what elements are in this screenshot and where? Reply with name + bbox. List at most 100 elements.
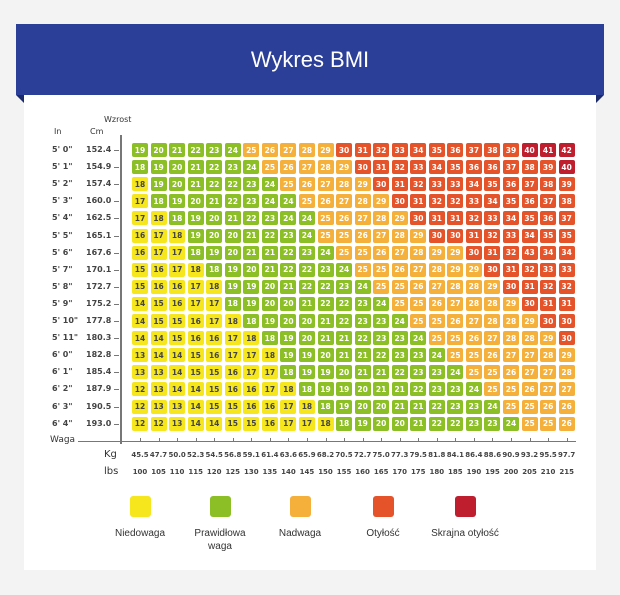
bmi-cell-overweight: 28 — [540, 348, 557, 363]
bmi-cell-obese: 38 — [521, 160, 538, 175]
bmi-cell-normal: 19 — [206, 245, 223, 260]
row-cm-label: 167.6 — [86, 247, 112, 257]
bmi-cell-normal: 22 — [410, 382, 427, 397]
row-cm-label: 170.1 — [86, 264, 112, 274]
bmi-cell-obese: 32 — [558, 279, 575, 294]
bmi-cell-normal: 23 — [354, 296, 371, 311]
bmi-cell-overweight: 25 — [391, 296, 408, 311]
bmi-cell-normal: 19 — [280, 348, 297, 363]
bmi-cell-normal: 22 — [447, 416, 464, 431]
bmi-cell-obese: 36 — [503, 177, 519, 192]
lbs-tick-label: 190 — [466, 468, 482, 476]
bmi-cell-overweight: 28 — [447, 279, 464, 294]
bmi-cell-overweight: 29 — [336, 160, 353, 175]
kg-tick-label: 97.7 — [558, 451, 576, 459]
bmi-cell-overweight: 25 — [503, 399, 519, 414]
bmi-cell-underweight: 17 — [261, 365, 278, 380]
bmi-cell-normal: 23 — [447, 399, 464, 414]
bmi-cell-obese: 32 — [428, 194, 445, 209]
height-tick — [114, 338, 119, 340]
bmi-cell-normal: 20 — [261, 296, 278, 311]
bmi-cell-normal: 24 — [298, 211, 315, 226]
bmi-cell-overweight: 28 — [354, 194, 371, 209]
chart-title: Wykres BMI — [250, 46, 370, 72]
bmi-cell-normal: 20 — [187, 194, 204, 209]
bmi-cell-obese: 33 — [540, 262, 557, 277]
bmi-cell-overweight: 27 — [317, 177, 334, 192]
bmi-cell-normal: 19 — [317, 382, 334, 397]
bmi-cell-normal: 24 — [354, 279, 371, 294]
bmi-cell-underweight: 14 — [150, 331, 167, 346]
bmi-cell-normal: 22 — [280, 262, 297, 277]
bmi-cell-underweight: 18 — [224, 314, 241, 328]
row-cm-label: 154.9 — [86, 162, 112, 172]
bmi-cell-overweight: 27 — [540, 365, 557, 380]
bmi-cell-overweight: 25 — [261, 160, 278, 175]
bmi-cell-underweight: 15 — [224, 399, 241, 414]
bmi-cell-normal: 24 — [447, 365, 464, 380]
bmi-cell-normal: 20 — [298, 314, 315, 328]
bmi-cell-obese: 43 — [521, 245, 538, 260]
weight-tick — [325, 438, 327, 442]
bmi-cell-normal: 21 — [317, 314, 334, 328]
bmi-cell-normal: 23 — [428, 382, 445, 397]
bmi-cell-normal: 19 — [298, 365, 315, 380]
weight-tick — [140, 438, 141, 442]
bmi-cell-obese: 35 — [558, 228, 575, 243]
bmi-cell-underweight: 18 — [169, 228, 186, 243]
bmi-cell-normal: 19 — [224, 262, 241, 277]
bmi-cell-normal: 22 — [336, 314, 353, 328]
bmi-cell-normal: 19 — [336, 382, 353, 397]
bmi-cell-normal: 23 — [206, 143, 223, 157]
kg-tick-label: 59.1 — [242, 451, 260, 459]
bmi-cell-overweight: 25 — [354, 245, 371, 260]
legend-label-underweight: Niedowaga — [114, 528, 166, 539]
bmi-cell-obese: 37 — [521, 177, 538, 192]
bmi-cell-normal: 23 — [261, 211, 278, 226]
bmi-cell-normal: 21 — [336, 331, 353, 346]
bmi-cell-normal: 24 — [224, 143, 241, 157]
height-tick — [114, 303, 119, 305]
bmi-cell-obese: 31 — [558, 296, 575, 311]
bmi-cell-underweight: 14 — [187, 416, 204, 431]
lbs-tick-label: 135 — [262, 468, 278, 476]
bmi-cell-extreme: 41 — [540, 143, 557, 157]
bmi-cell-obese: 32 — [373, 143, 390, 157]
height-axis-label: Wzrost — [104, 115, 132, 124]
bmi-cell-obese: 38 — [558, 194, 575, 209]
bmi-cell-normal: 21 — [187, 160, 204, 175]
bmi-cell-underweight: 13 — [150, 399, 167, 414]
bmi-cell-underweight: 16 — [243, 399, 260, 414]
bmi-cell-overweight: 26 — [558, 399, 575, 414]
bmi-cell-underweight: 16 — [187, 331, 204, 346]
bmi-cell-overweight: 25 — [410, 296, 427, 311]
bmi-cell-normal: 21 — [391, 399, 408, 414]
lbs-tick-label: 180 — [429, 468, 445, 476]
banner-fold-right — [596, 95, 604, 103]
kg-tick-label: 95.5 — [539, 451, 557, 459]
bmi-cell-overweight: 26 — [280, 160, 297, 175]
row-cm-label: 185.4 — [86, 367, 112, 377]
bmi-cell-extreme: 42 — [558, 143, 575, 157]
bmi-cell-obese: 39 — [558, 177, 575, 192]
lbs-tick-label: 150 — [318, 468, 333, 476]
bmi-cell-overweight: 27 — [540, 382, 557, 397]
bmi-cell-obese: 30 — [373, 177, 390, 192]
row-inches-label: 5' 3" — [52, 196, 73, 206]
bmi-cell-overweight: 29 — [410, 228, 427, 243]
bmi-cell-normal: 23 — [447, 382, 464, 397]
bmi-cell-overweight: 25 — [521, 416, 538, 431]
bmi-cell-obese: 33 — [447, 177, 464, 192]
bmi-cell-overweight: 28 — [521, 331, 538, 346]
bmi-cell-underweight: 17 — [298, 416, 315, 431]
bmi-cell-overweight: 26 — [261, 143, 278, 157]
bmi-cell-underweight: 13 — [150, 365, 167, 380]
lbs-tick-label: 185 — [448, 468, 463, 476]
bmi-cell-underweight: 14 — [169, 365, 186, 380]
lbs-tick-label: 110 — [169, 468, 185, 476]
bmi-cell-obese: 36 — [465, 160, 482, 175]
bmi-cell-obese: 32 — [447, 194, 464, 209]
bmi-cell-obese: 34 — [521, 228, 538, 243]
bmi-cell-normal: 19 — [261, 314, 278, 328]
bmi-cell-normal: 19 — [243, 296, 260, 311]
